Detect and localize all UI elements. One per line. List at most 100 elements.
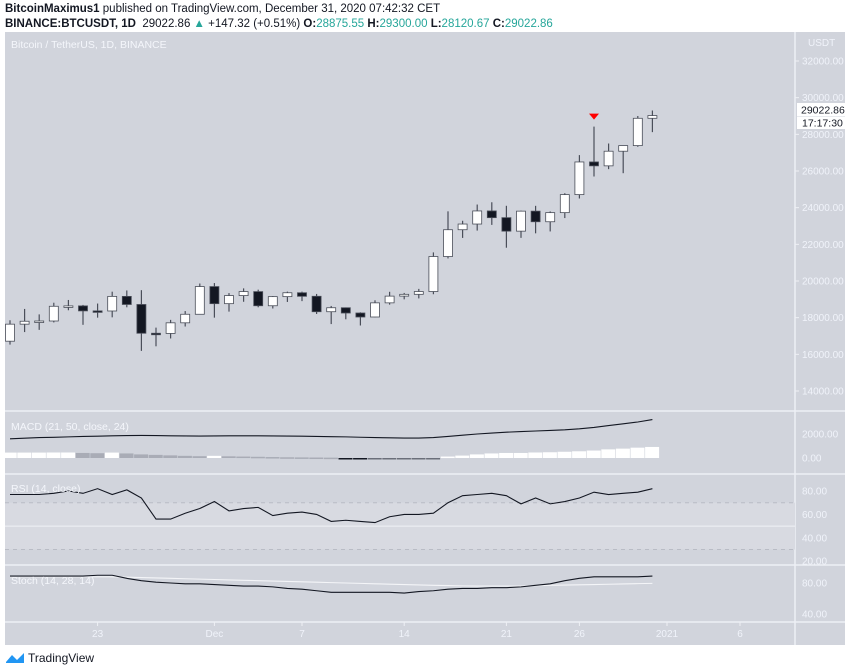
macd-histogram-bar bbox=[207, 455, 222, 458]
price-tick-label: 26000.00 bbox=[802, 166, 844, 177]
price-tick-label: 24000.00 bbox=[802, 203, 844, 214]
candle-up bbox=[282, 292, 293, 298]
candle-up bbox=[632, 117, 643, 147]
close-label: C: bbox=[492, 18, 505, 30]
candle-up bbox=[603, 150, 614, 167]
macd-histogram-bar bbox=[163, 455, 178, 458]
rsi-legend: RSI (14, close) bbox=[11, 483, 80, 495]
rsi-tick-label: 80.00 bbox=[802, 487, 827, 498]
macd-histogram-bar bbox=[601, 449, 616, 458]
candle-up bbox=[180, 313, 191, 324]
stoch-d-line bbox=[10, 576, 653, 587]
macd-histogram-bar bbox=[469, 454, 484, 458]
candle-up bbox=[443, 229, 453, 257]
macd-histogram-bar bbox=[104, 452, 119, 458]
close-value: 29022.86 bbox=[504, 18, 553, 30]
last-price: 29022.86 bbox=[142, 18, 191, 30]
macd-histogram-bar bbox=[630, 447, 645, 458]
candle-up bbox=[326, 307, 337, 313]
macd-histogram-bar bbox=[586, 450, 601, 458]
macd-histogram-bar bbox=[338, 458, 353, 460]
rsi-tick-label: 20.00 bbox=[802, 557, 827, 568]
high-label: H: bbox=[367, 18, 380, 30]
open-label: O: bbox=[303, 18, 317, 30]
low-label: L: bbox=[430, 18, 442, 30]
candle-down bbox=[297, 292, 307, 297]
price-tick-label: 16000.00 bbox=[802, 350, 844, 361]
macd-histogram-bar bbox=[499, 452, 514, 458]
macd-histogram-bar bbox=[119, 453, 134, 458]
author-name[interactable]: BitcoinMaximus1 bbox=[5, 3, 100, 15]
candle-down bbox=[355, 312, 366, 318]
time-axis[interactable]: 23 Dec 7 14 21 26 2021 6 bbox=[92, 622, 743, 640]
candle-up bbox=[399, 293, 410, 297]
price-tick-label: 20000.00 bbox=[802, 276, 844, 287]
candle-up bbox=[413, 291, 424, 295]
macd-histogram-bar bbox=[309, 457, 324, 460]
tradingview-logo-icon bbox=[6, 653, 24, 663]
macd-histogram-bar bbox=[250, 456, 265, 459]
time-label: Dec bbox=[206, 629, 224, 640]
brand-name: TradingView bbox=[28, 651, 95, 665]
tradingview-logo[interactable]: TradingView bbox=[5, 651, 94, 665]
chart-canvas[interactable]: Bitcoin / TetherUS, 1D, BINANCE USDT 320… bbox=[0, 0, 850, 650]
candle-down bbox=[589, 161, 599, 167]
candle-up bbox=[647, 115, 658, 119]
candle-down bbox=[136, 304, 147, 334]
macd-histogram-bar bbox=[513, 452, 528, 458]
macd-histogram-bar bbox=[31, 452, 46, 458]
time-label: 23 bbox=[92, 629, 104, 640]
price-change: +147.32 (+0.51%) bbox=[208, 18, 301, 30]
macd-histogram-bar bbox=[557, 451, 572, 458]
macd-histogram-bar bbox=[134, 454, 149, 458]
macd-line bbox=[9, 419, 653, 440]
price-tick-label: 30000.00 bbox=[802, 93, 844, 104]
macd-histogram-bar bbox=[484, 453, 499, 458]
macd-histogram-bar bbox=[542, 452, 557, 458]
red-arrow-down-icon bbox=[589, 113, 599, 120]
candle-up bbox=[618, 145, 629, 152]
candle-down bbox=[486, 210, 497, 219]
candle-down bbox=[151, 332, 161, 336]
macd-histogram-bar bbox=[294, 457, 309, 459]
macd-histogram-bar bbox=[265, 457, 280, 459]
candle-up bbox=[48, 305, 59, 322]
candle-up bbox=[428, 256, 439, 292]
stoch-k-line bbox=[10, 574, 653, 594]
main-legend: Bitcoin / TetherUS, 1D, BINANCE bbox=[11, 39, 167, 51]
macd-histogram-bar bbox=[221, 456, 236, 458]
open-value: 28875.55 bbox=[316, 18, 365, 30]
macd-histogram-bar bbox=[2, 452, 17, 458]
rsi-tick-label: 40.00 bbox=[802, 533, 827, 544]
candle-down bbox=[311, 295, 322, 313]
candle-down bbox=[530, 210, 541, 223]
candle-up bbox=[107, 295, 118, 312]
candle-down bbox=[253, 291, 264, 307]
time-label: 26 bbox=[574, 629, 586, 640]
macd-histogram-bar bbox=[572, 451, 587, 458]
candle-up bbox=[34, 320, 45, 323]
price-tick-label: 22000.00 bbox=[802, 240, 844, 251]
macd-legend: MACD (21, 50, close, 24) bbox=[11, 421, 129, 433]
price-tick-label: 28000.00 bbox=[802, 130, 844, 141]
candle-down bbox=[92, 310, 103, 313]
macd-histogram-bar bbox=[411, 458, 426, 460]
candle-up bbox=[194, 286, 205, 315]
candle-up bbox=[165, 322, 176, 334]
low-value: 28120.67 bbox=[441, 18, 490, 30]
candle-down bbox=[209, 286, 220, 305]
time-label: 6 bbox=[737, 629, 743, 640]
candle-up bbox=[472, 210, 483, 225]
macd-histogram-bar bbox=[17, 452, 32, 458]
price-axis[interactable]: 32000.00 30000.00 28000.00 26000.00 24000.00… bbox=[795, 57, 844, 621]
candle-down bbox=[121, 295, 132, 305]
macd-histogram-bar bbox=[440, 456, 455, 459]
publish-text: published on TradingView.com, December 3… bbox=[102, 3, 441, 15]
macd-histogram-bar bbox=[75, 452, 90, 458]
macd-histogram-bar bbox=[528, 452, 543, 458]
candle-up bbox=[238, 291, 249, 296]
macd-histogram-bar bbox=[426, 458, 441, 460]
macd-tick-label: 2000.00 bbox=[802, 430, 839, 441]
high-value: 29300.00 bbox=[379, 18, 428, 30]
macd-histogram-bar bbox=[382, 458, 397, 460]
